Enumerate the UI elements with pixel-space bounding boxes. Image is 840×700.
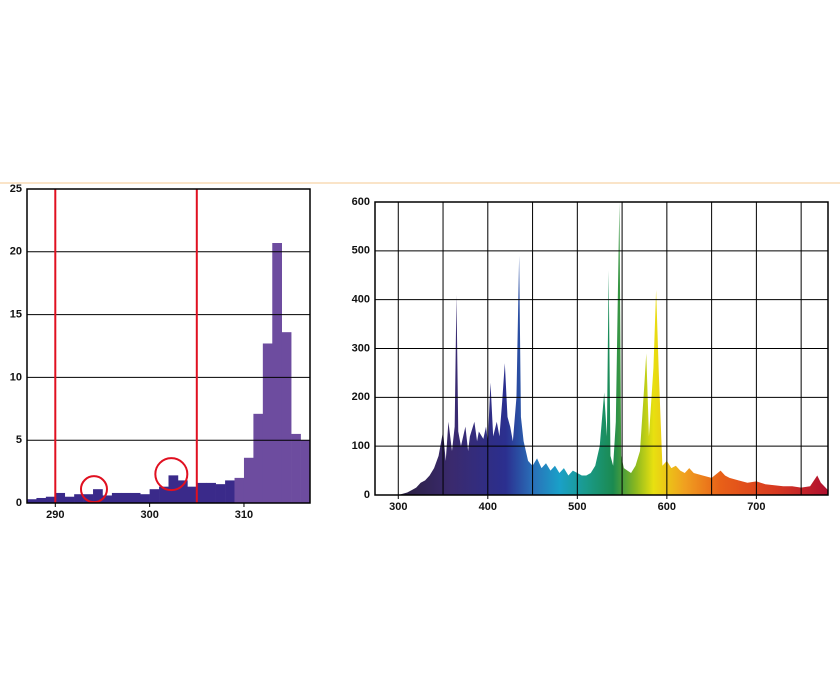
- x-tick-label: 400: [479, 501, 497, 513]
- bar: [121, 492, 132, 503]
- y-tick-label: 300: [352, 342, 370, 354]
- bar: [36, 497, 47, 503]
- bar: [93, 489, 103, 503]
- bar: [253, 413, 264, 503]
- bar: [196, 482, 207, 503]
- bar: [225, 480, 235, 503]
- y-tick-label: 10: [10, 371, 22, 383]
- y-tick-label: 200: [352, 391, 370, 403]
- bar: [83, 494, 94, 503]
- bar: [159, 486, 169, 503]
- bar: [74, 494, 84, 503]
- bar: [300, 440, 311, 503]
- bar: [291, 433, 301, 503]
- y-tick-label: 500: [352, 245, 370, 257]
- spectrum-area: [398, 202, 828, 495]
- bar: [149, 489, 160, 503]
- y-tick-label: 0: [16, 497, 22, 509]
- bar: [206, 482, 216, 503]
- bar: [262, 343, 273, 503]
- bar: [64, 496, 75, 503]
- bar: [177, 480, 188, 503]
- x-tick-label: 600: [658, 501, 676, 513]
- bar: [130, 492, 141, 503]
- bar: [272, 243, 282, 503]
- bar: [243, 457, 254, 503]
- bar: [111, 492, 122, 503]
- bar: [281, 332, 292, 503]
- y-tick-label: 15: [10, 309, 22, 321]
- bar: [187, 486, 198, 503]
- y-tick-label: 0: [364, 489, 370, 501]
- bar: [45, 496, 56, 503]
- x-tick-label: 290: [46, 509, 64, 521]
- x-tick-label: 700: [747, 501, 765, 513]
- highlight-circle: [79, 475, 108, 504]
- y-tick-label: 20: [10, 246, 22, 258]
- plot-frame: [26, 188, 311, 504]
- bar: [140, 494, 150, 503]
- x-tick-label: 300: [140, 509, 158, 521]
- y-tick-label: 5: [16, 434, 22, 446]
- x-tick-label: 310: [235, 509, 253, 521]
- bar: [215, 484, 226, 503]
- x-tick-label: 300: [389, 501, 407, 513]
- bar: [234, 477, 245, 503]
- y-tick-label: 100: [352, 440, 370, 452]
- bar: [27, 499, 37, 503]
- y-tick-label: 400: [352, 294, 370, 306]
- bar: [55, 492, 66, 503]
- y-tick-label: 600: [352, 196, 370, 208]
- y-tick-label: 25: [10, 183, 22, 195]
- plot-frame: [374, 201, 829, 496]
- bar: [102, 495, 113, 503]
- highlight-circle: [154, 457, 189, 492]
- x-tick-label: 500: [568, 501, 586, 513]
